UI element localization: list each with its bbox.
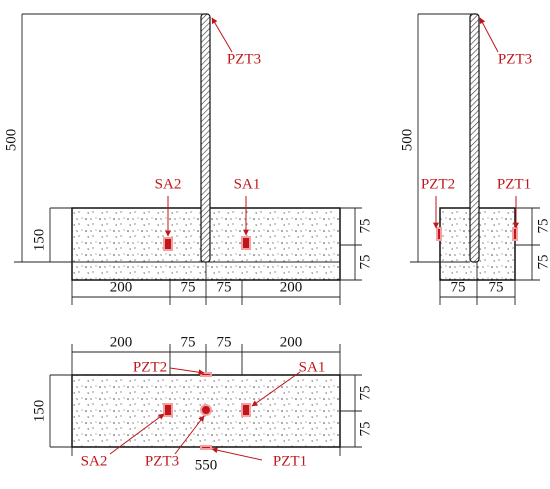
label: PZT1 xyxy=(497,176,531,192)
sensor xyxy=(512,227,518,241)
leader xyxy=(479,17,499,53)
dimension-lines xyxy=(14,13,362,305)
label: PZT3 xyxy=(498,51,532,67)
dim-bottom: 200 xyxy=(110,279,133,295)
label: SA2 xyxy=(81,453,108,469)
sensor xyxy=(163,403,173,417)
dim-right: 75 xyxy=(535,219,550,234)
label: PZT3 xyxy=(145,453,179,469)
dim-right: 75 xyxy=(357,422,373,437)
sensor xyxy=(241,236,251,250)
label: PZT1 xyxy=(273,453,307,469)
dim-width: 550 xyxy=(195,457,218,473)
leader xyxy=(109,413,165,455)
label: SA1 xyxy=(234,176,261,192)
sensor xyxy=(200,445,212,450)
label: PZT3 xyxy=(227,51,261,67)
dim-height: 500 xyxy=(3,129,19,152)
dimension-lines xyxy=(410,13,540,305)
dim-height: 500 xyxy=(399,129,415,152)
leader xyxy=(211,17,233,53)
dim-bottom: 75 xyxy=(181,279,196,295)
leader xyxy=(174,415,205,455)
label: SA1 xyxy=(299,359,326,375)
side-view: 500 75 75 75 75 PZT3 PZT2 PZT1 xyxy=(399,13,550,305)
rod-section xyxy=(200,404,212,416)
dimension-lines xyxy=(49,344,362,456)
dim-top: 75 xyxy=(217,334,232,350)
dim-bottom: 75 xyxy=(489,279,504,295)
sensor xyxy=(163,237,173,251)
dim-top: 75 xyxy=(181,334,196,350)
dim-base: 150 xyxy=(31,229,47,252)
dim-right: 75 xyxy=(357,255,373,270)
dim-right: 75 xyxy=(357,219,373,234)
steel-rod xyxy=(469,13,480,263)
dim-left: 150 xyxy=(31,400,47,423)
dim-top: 200 xyxy=(110,334,133,350)
sensor xyxy=(241,403,251,417)
dim-right: 75 xyxy=(535,255,550,270)
leader xyxy=(211,447,263,461)
dim-top: 200 xyxy=(280,334,303,350)
label: PZT2 xyxy=(421,176,455,192)
leader xyxy=(169,367,205,376)
label: PZT2 xyxy=(133,359,167,375)
dim-bottom: 200 xyxy=(280,279,303,295)
dim-bottom: 75 xyxy=(217,279,232,295)
sensor xyxy=(200,372,212,377)
leader xyxy=(251,371,301,407)
label: SA2 xyxy=(155,176,182,192)
dim-bottom: 75 xyxy=(451,279,466,295)
front-view: 500 150 75 75 200 75 75 200 PZT3 SA2 SA1 xyxy=(3,13,373,305)
steel-rod xyxy=(200,13,211,263)
sensor xyxy=(436,227,442,241)
plan-view: 200 75 75 200 150 75 75 550 PZT2 SA1 SA2… xyxy=(31,334,373,473)
dim-right: 75 xyxy=(357,386,373,401)
